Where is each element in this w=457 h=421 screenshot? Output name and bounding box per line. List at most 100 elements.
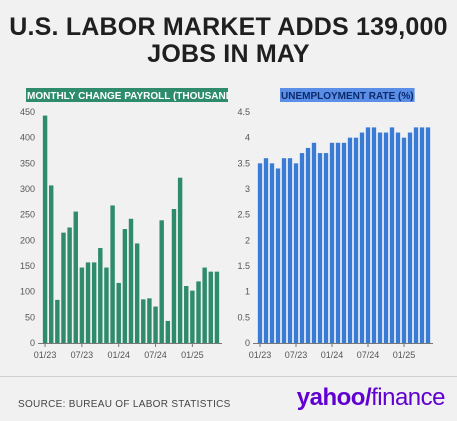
bar-09-23 [305, 147, 311, 343]
bar-11-23 [104, 267, 109, 343]
y-tick-label: 300 [20, 184, 35, 194]
bar-03-24 [128, 218, 134, 343]
bar-12-24 [184, 286, 189, 343]
headline-line-2: JOBS IN MAY [147, 40, 310, 68]
bar-04-25 [208, 271, 213, 343]
bar-04-23 [61, 232, 66, 343]
headline-line-1: U.S. LABOR MARKET ADDS 139,000 [9, 13, 448, 41]
bar-07-23 [79, 267, 85, 343]
logo-part-yahoo: yahoo [296, 384, 366, 411]
bar-05-25 [214, 271, 220, 343]
bar-02-24 [335, 142, 341, 343]
bar-04-25 [419, 127, 425, 344]
bar-02-25 [407, 132, 413, 343]
chart-title-1: UNEMPLOYMENT RATE (%) [280, 88, 415, 102]
headline: U.S. LABOR MARKET ADDS 139,000 JOBS IN M… [0, 14, 457, 68]
logo-slash: / [364, 384, 372, 411]
chart-title-text: UNEMPLOYMENT RATE (%) [281, 91, 414, 102]
bar-09-24 [377, 132, 383, 343]
x-tick-label: 07/23 [285, 350, 308, 360]
bar-01-25 [190, 290, 195, 343]
x-tick-label: 01/23 [34, 350, 57, 360]
x-tick-label: 01/25 [393, 350, 416, 360]
payroll-chart-panel: MONTHLY CHANGE PAYROLL (THOUSANDS) 0 50 100… [0, 84, 228, 364]
bar-10-24 [383, 132, 389, 343]
y-tick-label: 250 [20, 210, 35, 220]
bar-04-23 [275, 168, 281, 343]
bar-07-23 [293, 163, 299, 343]
y-tick-label: 350 [20, 158, 35, 168]
bar-03-24 [341, 142, 347, 343]
bar-06-24 [359, 132, 365, 343]
bar-08-23 [85, 262, 91, 343]
x-tick-label: 07/23 [71, 350, 94, 360]
bar-05-24 [353, 137, 359, 343]
bar-10-23 [98, 248, 103, 343]
y-tick-label: 0.5 [237, 312, 250, 322]
bar-03-23 [269, 163, 275, 343]
bar-01-24 [116, 282, 121, 343]
bar-10-23 [311, 142, 317, 343]
bar-03-23 [55, 299, 60, 343]
chart-title-background [26, 88, 228, 102]
bar-04-24 [134, 243, 140, 343]
y-tick-label: 3 [245, 184, 250, 194]
bar-01-23 [42, 115, 48, 343]
bar-06-24 [147, 298, 152, 343]
x-tick-label: 01/24 [321, 350, 344, 360]
y-tick-label: 400 [20, 133, 35, 143]
bar-07-24 [153, 306, 158, 343]
y-tick-label: 150 [20, 261, 35, 271]
bar-05-23 [281, 158, 287, 343]
bar-09-24 [165, 320, 171, 343]
bar-02-23 [49, 185, 54, 343]
payroll-chart: MONTHLY CHANGE PAYROLL (THOUSANDS) 0 50 100… [20, 88, 228, 360]
yahoo-finance-logo: yahoo/finance [296, 384, 446, 412]
bar-02-25 [196, 281, 201, 343]
x-tick-label: 07/24 [144, 350, 167, 360]
bar-08-24 [371, 127, 377, 344]
y-tick-label: 2.5 [237, 210, 250, 220]
y-tick-label: 0 [30, 338, 35, 348]
bar-05-24 [141, 299, 146, 343]
chart-title-text: MONTHLY CHANGE PAYROLL (THOUSANDS) [27, 91, 228, 102]
unemployment-chart: UNEMPLOYMENT RATE (%) 0 0.5 1 1.5 2 2.5 3 3.5 4 4.… [237, 88, 433, 360]
bar-03-25 [202, 267, 207, 343]
bar-04-24 [347, 137, 353, 343]
bar-11-24 [177, 177, 183, 343]
chart-title-background [280, 88, 415, 102]
bar-05-25 [425, 127, 431, 344]
bar-03-25 [413, 127, 419, 344]
bar-08-23 [299, 153, 305, 343]
bar-01-24 [329, 142, 335, 343]
y-tick-label: 50 [25, 312, 35, 322]
y-tick-label: 4 [245, 133, 250, 143]
x-tick-label: 07/24 [357, 350, 380, 360]
bar-11-24 [389, 127, 395, 344]
bar-09-23 [91, 262, 97, 343]
bar-07-24 [365, 127, 371, 344]
bar-01-23 [257, 163, 263, 343]
bar-10-24 [171, 209, 177, 343]
y-tick-label: 100 [20, 287, 35, 297]
bar-06-23 [287, 158, 293, 343]
x-tick-label: 01/24 [107, 350, 130, 360]
bar-01-25 [401, 137, 407, 343]
logo-part-finance: finance [371, 384, 445, 411]
y-tick-label: 2 [245, 235, 250, 245]
bar-12-23 [323, 153, 329, 343]
y-tick-label: 450 [20, 107, 35, 117]
y-tick-label: 4.5 [237, 107, 250, 117]
unemployment-chart-panel: UNEMPLOYMENT RATE (%) 0 0.5 1 1.5 2 2.5 3 3.5 4 4.… [228, 84, 456, 364]
bar-08-24 [159, 220, 164, 343]
x-tick-label: 01/25 [181, 350, 204, 360]
chart-title-0: MONTHLY CHANGE PAYROLL (THOUSANDS) [26, 88, 228, 102]
bar-02-24 [122, 229, 128, 343]
bar-12-24 [395, 132, 401, 343]
bar-12-23 [110, 205, 115, 343]
bar-05-23 [67, 227, 72, 343]
y-tick-label: 1 [245, 287, 250, 297]
bar-06-23 [73, 211, 78, 343]
footer: SOURCE: BUREAU OF LABOR STATISTICS yahoo… [0, 376, 457, 421]
bar-11-23 [317, 153, 323, 343]
